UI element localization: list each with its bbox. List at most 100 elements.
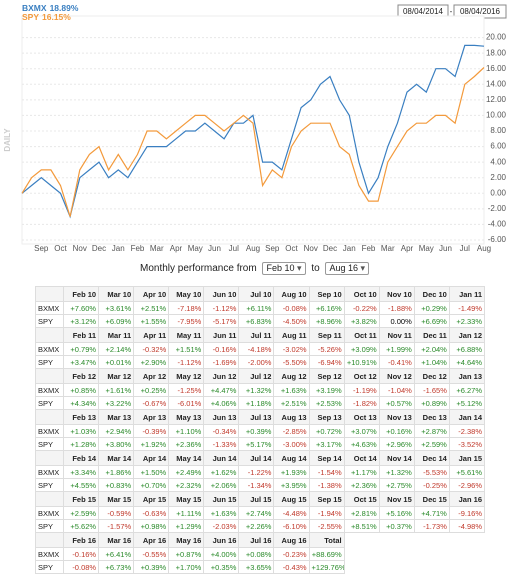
cell: +0.39% — [238, 424, 275, 438]
cell: +1.04% — [413, 355, 450, 369]
cell: +0.72% — [308, 424, 345, 438]
header-cell: Mar 16 — [98, 532, 135, 548]
data-row: BXMX +2.59% -0.59% -0.63% +1.11% +1.63% +2.74%… — [35, 506, 486, 520]
x-tick-label: Dec — [323, 244, 337, 253]
chart: DAILY 08/04/2014 - 08/04/2016 -6.00 -4.00… — [3, 3, 507, 253]
cell: -0.67% — [133, 396, 170, 410]
x-tick-label: Feb — [131, 244, 145, 253]
row-label: SPY — [35, 396, 64, 410]
cell: -1.65% — [413, 383, 450, 397]
plot-area — [21, 15, 485, 245]
x-tick-label: Jul — [460, 244, 470, 253]
cell: +0.35% — [203, 560, 240, 574]
data-row: SPY +3.12% +6.09% +1.55% -7.95% -5.17% +6.83% -… — [35, 314, 486, 328]
header-cell: Apr 11 — [133, 327, 170, 343]
data-row: BXMX +0.85% +1.61% +0.25% -1.25% +4.47% +1.32%… — [35, 383, 486, 397]
cell: +6.41% — [98, 547, 135, 561]
header-cell: Sep 15 — [308, 491, 345, 507]
x-tick-label: Mar — [150, 244, 164, 253]
header-cell: Feb 11 — [62, 327, 100, 343]
cell: +3.17% — [308, 437, 345, 451]
legend-name: BXMX — [22, 3, 47, 13]
x-tick-label: Oct — [285, 244, 298, 253]
row-label: BXMX — [35, 424, 64, 438]
cell: -0.59% — [98, 506, 135, 520]
to-select[interactable]: Aug 16 — [325, 262, 370, 275]
cell: +0.85% — [62, 383, 100, 397]
header-cell: Jul 14 — [238, 450, 275, 466]
y-tick-label: 18.00 — [486, 48, 507, 57]
cell: +10.91% — [343, 355, 380, 369]
header-cell: Apr 12 — [133, 368, 170, 384]
cell: +1.32% — [378, 465, 415, 479]
y-tick-label: 10.00 — [486, 111, 507, 120]
header-cell: Aug 15 — [273, 491, 310, 507]
header-cell: Dec 15 — [413, 491, 450, 507]
y-tick-label: 2.00 — [490, 173, 506, 182]
data-row: SPY +4.34% +3.22% -0.67% -6.01% +4.06% +1.18% +… — [35, 396, 486, 410]
header-cell: May 10 — [168, 286, 205, 302]
y-tick-label: 6.00 — [490, 142, 506, 151]
legend-name: SPY — [22, 12, 39, 22]
cell: -4.98% — [448, 519, 486, 533]
cell: +2.94% — [98, 424, 135, 438]
header-cell: Dec 14 — [413, 450, 450, 466]
from-select[interactable]: Feb 10 — [262, 262, 306, 275]
x-tick-label: May — [419, 244, 434, 253]
cell: -5.53% — [413, 465, 450, 479]
header-cell: Sep 14 — [308, 450, 345, 466]
header-cell: Oct 11 — [343, 327, 380, 343]
cell: +0.39% — [133, 560, 170, 574]
header-cell: Feb 14 — [62, 450, 100, 466]
header-cell: Jul 10 — [238, 286, 275, 302]
header-cell: Nov 12 — [378, 368, 415, 384]
header-cell: Jan 12 — [448, 327, 486, 343]
x-tick-label: Feb — [362, 244, 376, 253]
header-cell: Oct 13 — [343, 409, 380, 425]
data-row: BXMX -0.16% +6.41% -0.55% +0.87% +4.00% +0.08%… — [35, 547, 485, 561]
cell: +5.17% — [238, 437, 275, 451]
cell: +1.63% — [273, 383, 310, 397]
cell: +4.34% — [62, 396, 100, 410]
header-cell — [35, 327, 64, 343]
header-cell: Oct 15 — [343, 491, 380, 507]
x-tick-label: Aug — [477, 244, 491, 253]
cell: -0.08% — [273, 301, 310, 315]
cell: -0.23% — [273, 547, 310, 561]
cell: -9.16% — [448, 506, 486, 520]
cell: +1.32% — [238, 383, 275, 397]
cell: +3.19% — [308, 383, 345, 397]
header-cell: May 11 — [168, 327, 205, 343]
header-cell: Mar 12 — [98, 368, 135, 384]
cell: +1.18% — [238, 396, 275, 410]
cell: -2.96% — [448, 478, 486, 492]
x-tick-label: Jun — [439, 244, 452, 253]
cell: +5.61% — [448, 465, 486, 479]
cell: +1.92% — [133, 437, 170, 451]
header-cell: Apr 15 — [133, 491, 170, 507]
header-cell: May 15 — [168, 491, 205, 507]
y-tick-label: 0.00 — [490, 188, 506, 197]
cell: -0.39% — [133, 424, 170, 438]
header-cell — [35, 450, 64, 466]
cell: +1.03% — [62, 424, 100, 438]
y-axis-label: DAILY — [3, 128, 12, 152]
cell: -3.02% — [273, 342, 310, 356]
legend-value: 18.89% — [50, 3, 79, 13]
header-cell — [35, 491, 64, 507]
date-from[interactable]: 08/04/2014 — [403, 7, 444, 16]
cell: +0.37% — [378, 519, 415, 533]
cell: -5.17% — [203, 314, 240, 328]
cell: +4.63% — [343, 437, 380, 451]
header-cell: Dec 10 — [413, 286, 450, 302]
header-cell: Dec 12 — [413, 368, 450, 384]
header-cell: Jun 13 — [203, 409, 240, 425]
header-cell: Apr 10 — [133, 286, 170, 302]
cell: -4.48% — [273, 506, 310, 520]
cell: -1.88% — [378, 301, 415, 315]
header-cell: Sep 10 — [308, 286, 345, 302]
x-tick-label: Sep — [265, 244, 280, 253]
date-to[interactable]: 08/04/2016 — [460, 7, 501, 16]
header-cell: Feb 10 — [62, 286, 100, 302]
y-tick-label: 20.00 — [486, 33, 507, 42]
